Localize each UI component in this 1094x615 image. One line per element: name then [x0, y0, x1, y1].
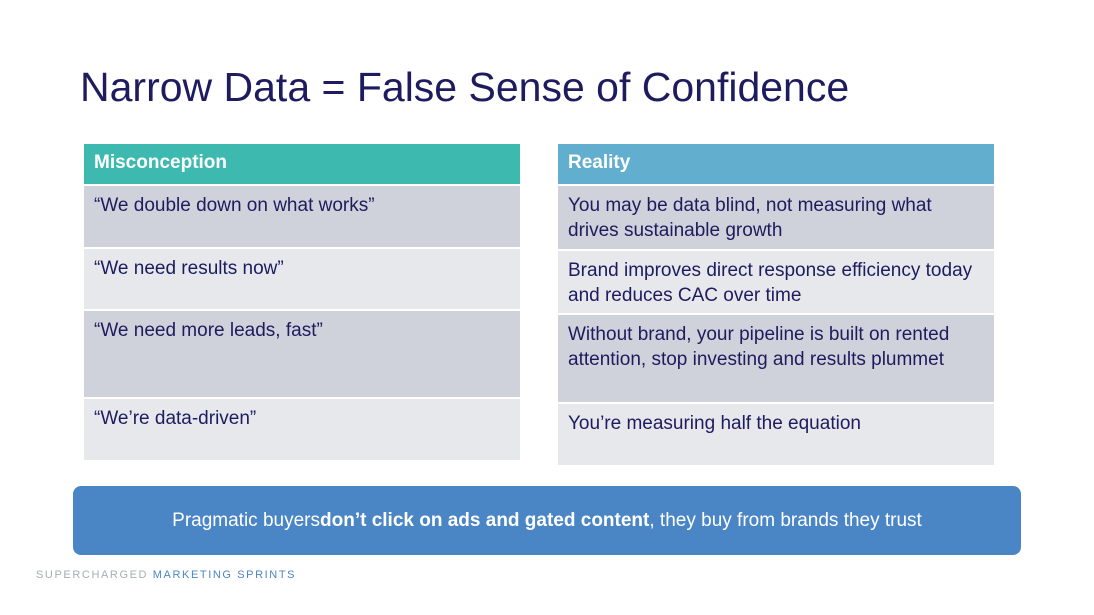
reality-table: Reality You may be data blind, not measu…: [558, 144, 994, 465]
reality-row: Brand improves direct response efficienc…: [558, 251, 994, 315]
footer-brand-part1: SUPERCHARGED: [36, 569, 149, 581]
callout-banner: Pragmatic buyers don’t click on ads and …: [73, 486, 1021, 555]
reality-row: You may be data blind, not measuring wha…: [558, 186, 994, 251]
reality-header: Reality: [558, 144, 994, 186]
misconception-table: Misconception “We double down on what wo…: [84, 144, 520, 460]
misconception-header: Misconception: [84, 144, 520, 186]
banner-text-bold: don’t click on ads and gated content: [320, 509, 650, 531]
reality-row: You’re measuring half the equation: [558, 404, 994, 465]
slide-title: Narrow Data = False Sense of Confidence: [80, 64, 850, 110]
footer-brand: SUPERCHARGED MARKETING SPRINTS: [36, 569, 296, 581]
misconception-row: “We need more leads, fast”: [84, 311, 520, 399]
misconception-row: “We’re data-driven”: [84, 399, 520, 460]
misconception-row: “We double down on what works”: [84, 186, 520, 249]
banner-text-after: , they buy from brands they trust: [649, 509, 922, 531]
reality-row: Without brand, your pipeline is built on…: [558, 315, 994, 404]
banner-text-before: Pragmatic buyers: [172, 509, 320, 531]
misconception-row: “We need results now”: [84, 249, 520, 311]
footer-brand-part2: MARKETING SPRINTS: [152, 569, 297, 581]
